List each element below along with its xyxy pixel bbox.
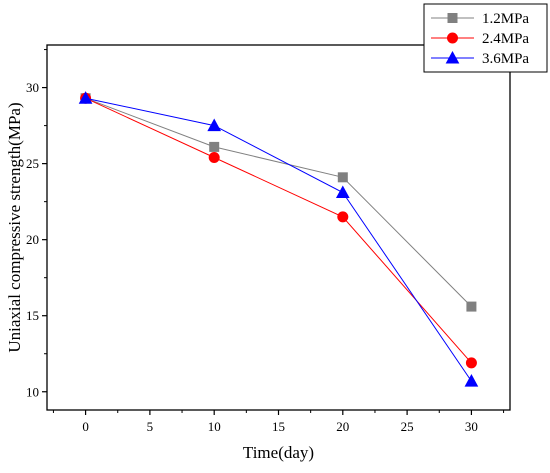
triangle-marker [207,118,222,132]
x-tick-label: 5 [147,419,154,434]
series-3 [78,91,479,387]
square-marker [337,172,348,183]
circle-marker [447,32,458,44]
square-marker [209,141,220,152]
data-point [337,172,348,183]
x-axis: 0 5 10 15 20 25 30 [52,410,505,434]
legend-box [423,3,548,73]
square-marker [447,13,458,23]
legend-item: 3.6MPa [431,50,529,67]
y-tick-label: 15 [26,308,39,323]
x-tick-label: 0 [82,419,89,434]
legend-label: 3.6MPa [482,51,529,67]
x-tick-label: 25 [401,419,414,434]
y-axis: 10 15 20 25 30 [26,49,47,399]
data-point [464,374,479,387]
plot-frame [46,44,511,411]
y-tick-label: 20 [26,232,39,247]
triangle-marker [78,91,93,104]
data-point [209,141,220,152]
x-tick-label: 30 [465,419,478,434]
y-tick-label: 30 [26,80,39,95]
x-tick-label: 15 [272,419,285,434]
series-layer [78,91,479,387]
legend: 1.2MPa 2.4MPa 3.6MPa [423,3,548,73]
square-marker [466,301,477,312]
x-axis-title: Time(day) [243,443,314,462]
triangle-marker [445,50,460,64]
triangle-marker [335,185,350,199]
legend-label: 2.4MPa [482,31,529,47]
circle-marker [337,211,349,223]
series-2 [80,92,477,369]
y-tick-label: 25 [26,156,39,171]
series-line [85,97,472,382]
data-point [208,152,220,164]
triangle-marker [464,374,479,387]
circle-marker [465,357,477,369]
series-1 [80,93,477,312]
x-tick-label: 20 [336,419,349,434]
data-point [78,91,93,104]
series-line [85,97,472,364]
y-tick-label: 10 [26,384,39,399]
data-point [337,211,349,223]
data-point [335,185,350,199]
circle-marker [208,152,220,164]
legend-item: 1.2MPa [431,11,529,27]
x-tick-label: 10 [208,419,221,434]
data-point [207,118,222,132]
data-point [465,357,477,369]
legend-label: 1.2MPa [482,11,529,27]
plot-border [46,44,511,411]
data-point [466,301,477,312]
legend-item: 2.4MPa [431,31,529,47]
y-axis-title: Uniaxial compressive strength(MPa) [5,102,24,352]
series-line [85,97,472,307]
